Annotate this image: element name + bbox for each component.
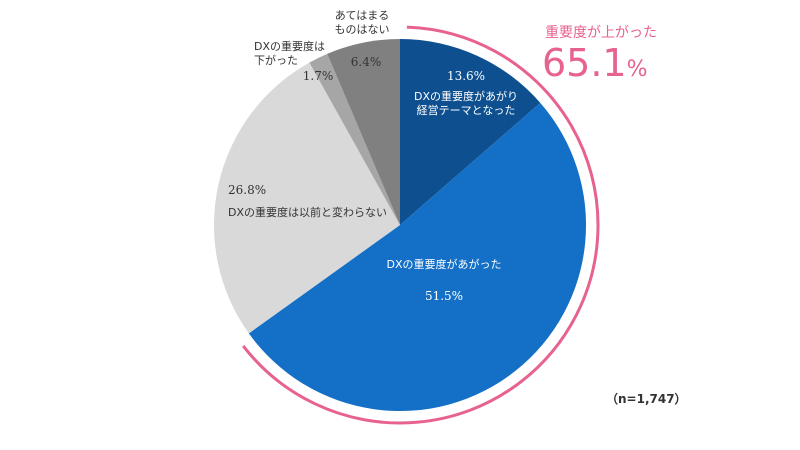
highlight-unit: % (626, 57, 648, 82)
t4-lbl-line-1: ものはない (335, 23, 390, 36)
sample-size-note: （n=1,747） (606, 392, 687, 406)
highlight-value: 65.1% (542, 40, 648, 93)
t3-lbl-line-1: 下がった (254, 53, 298, 67)
highlight-caption: 重要度が上がった (545, 25, 657, 41)
slice-category-label-importance-down: DXの重要度は下がった (254, 39, 325, 67)
slice-value-label-importance-down: 1.7% (303, 69, 334, 83)
slice-category-label-not-applicable: あてはまるものはない (335, 9, 390, 36)
pie-slice-dx-importance-up-management-theme (400, 39, 541, 225)
t0-lbl-line-0: DXの重要度があがり (414, 89, 518, 103)
pie-slice-not-applicable (327, 39, 400, 225)
slice-category-label-management-theme: DXの重要度があがり経営テーマとなった (414, 89, 518, 117)
t3-lbl-line-0: DXの重要度は (254, 39, 325, 53)
pie-slice-dx-importance-up (248, 102, 587, 412)
slice-category-label-unchanged: DXの重要度は以前と変わらない (228, 205, 387, 219)
slice-value-label-importance-up: 51.5% (425, 289, 463, 303)
slice-category-label-importance-up: DXの重要度があがった (386, 257, 501, 271)
pie-slice-dx-importance-down (309, 53, 400, 226)
highlight-arc (242, 25, 600, 425)
slice-value-label-unchanged: 26.8% (228, 183, 266, 197)
pie-slice-dx-importance-unchanged (213, 62, 400, 334)
t4-lbl-line-0: あてはまる (335, 9, 390, 22)
slice-value-label-management-theme: 13.6% (447, 69, 485, 83)
slice-value-label-not-applicable: 6.4% (351, 55, 382, 69)
highlight-number: 65.1 (542, 41, 627, 85)
t0-lbl-line-1: 経営テーマとなった (417, 103, 516, 117)
